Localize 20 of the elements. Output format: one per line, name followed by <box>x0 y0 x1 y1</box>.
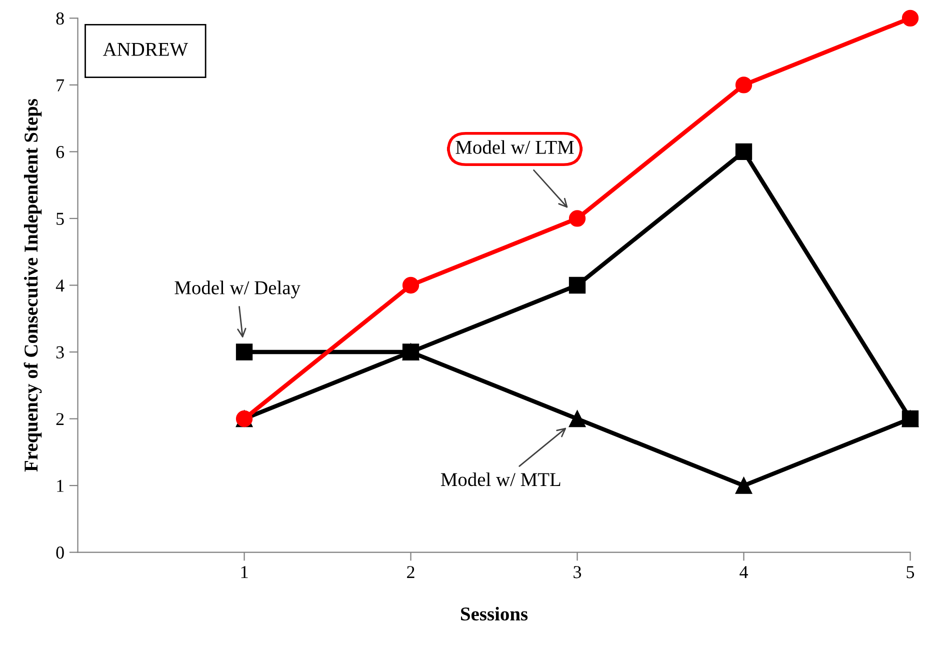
y-tick-label: 6 <box>56 146 64 158</box>
x-tick-label: 2 <box>407 566 414 578</box>
x-tick-label: 1 <box>241 566 248 578</box>
text: Model w/ Delay <box>174 280 300 298</box>
x-tick-label: 5 <box>906 566 914 578</box>
text: Model w/ LTM <box>456 140 574 154</box>
y-tick-label: 3 <box>56 346 64 358</box>
y-tick-label: 5 <box>56 212 64 225</box>
y-axis-title: Frequency of Consecutive Independent Steps <box>24 98 42 472</box>
x-tick-label: 4 <box>740 566 748 578</box>
annotation: ANDREW <box>102 42 188 56</box>
y-tick-label: 7 <box>56 79 64 92</box>
x-tick-label: 3 <box>574 566 582 578</box>
y-tick-label: 8 <box>56 12 64 25</box>
y-tick-label: 2 <box>56 413 64 426</box>
x-axis-title: Sessions <box>461 606 528 621</box>
y-tick-label: 0 <box>56 546 64 559</box>
text: Model w/ MTL <box>440 472 560 486</box>
y-tick-label: 4 <box>56 280 64 292</box>
y-tick-label: 1 <box>57 480 64 492</box>
